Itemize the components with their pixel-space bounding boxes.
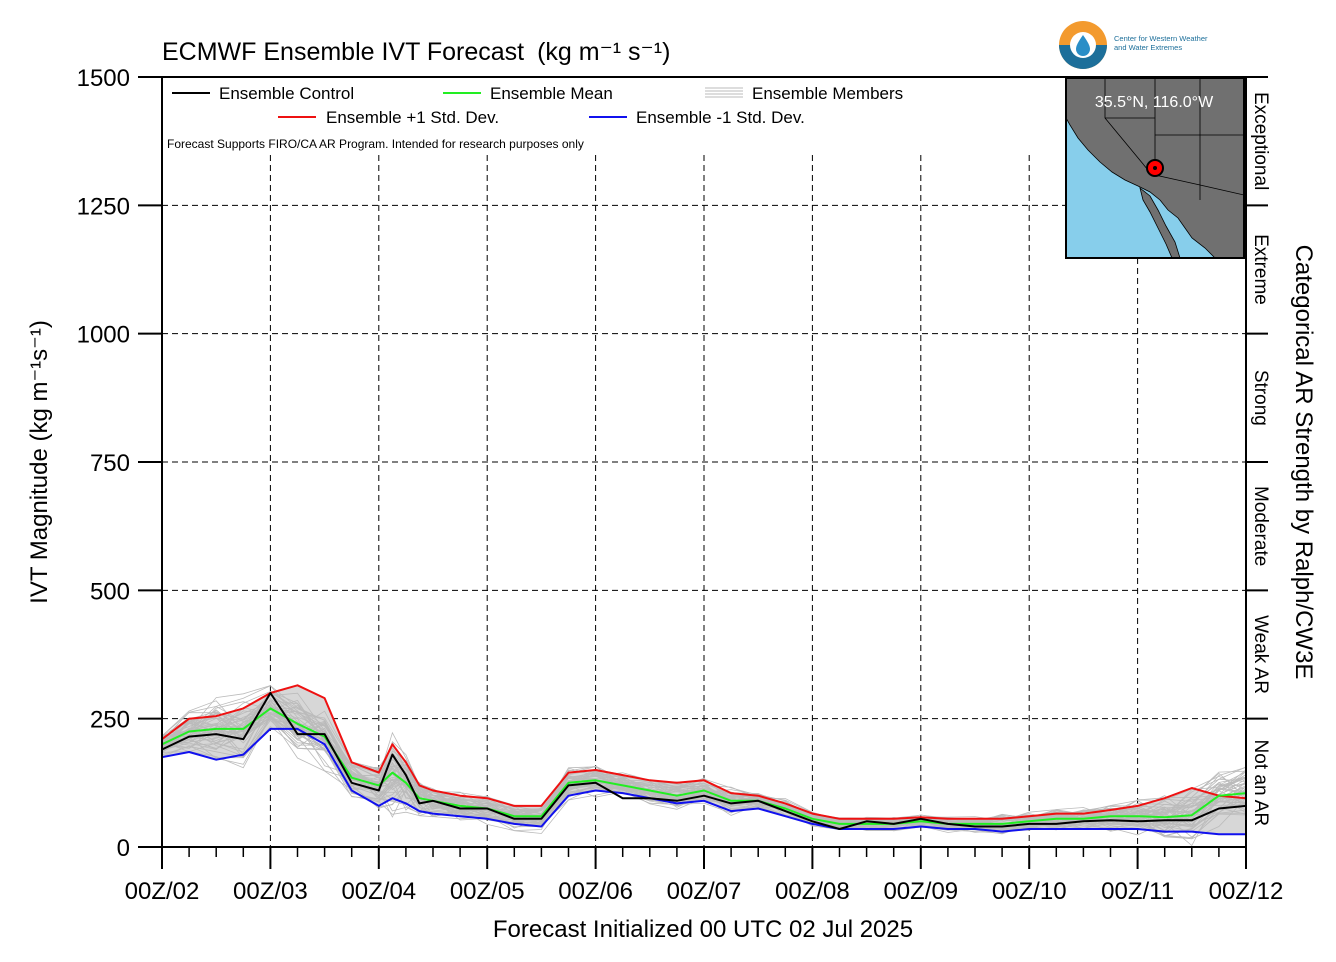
x-tick-label: 00Z/04 bbox=[341, 878, 416, 905]
series-lines bbox=[161, 684, 1247, 836]
x-axis-label: Forecast Initialized 00 UTC 02 Jul 2025 bbox=[493, 916, 913, 943]
y-tick-label: 1250 bbox=[77, 193, 130, 220]
map-baja bbox=[1139, 186, 1181, 258]
logo-text: Center for Western Weather and Water Ext… bbox=[1114, 34, 1210, 52]
x-tick-label: 00Z/03 bbox=[233, 878, 308, 905]
legend-swatch-members bbox=[705, 87, 743, 98]
series-line-minus bbox=[161, 727, 1246, 836]
y-axis-label: IVT Magnitude (kg m⁻¹s⁻¹) bbox=[26, 320, 53, 604]
x-tick-label: 00Z/05 bbox=[450, 878, 525, 905]
x-tick-label: 00Z/08 bbox=[775, 878, 850, 905]
series-line-plus bbox=[161, 684, 1247, 820]
legend-control-label: Ensemble Control bbox=[219, 84, 354, 103]
ensemble-member-line bbox=[161, 691, 1247, 827]
research-note: Forecast Supports FIRO/CA AR Program. In… bbox=[167, 137, 584, 151]
map-frame bbox=[1065, 77, 1245, 259]
category-label: Exceptional bbox=[1250, 92, 1271, 190]
map-borders bbox=[1104, 78, 1244, 200]
legend-plus-label: Ensemble +1 Std. Dev. bbox=[326, 108, 499, 127]
ensemble-member-line bbox=[161, 692, 1247, 825]
axes: 0 250 500 750 1000 1250 1500 00Z/02 00Z/03 00Z/04… bbox=[77, 65, 1284, 905]
y-tick-label: 1000 bbox=[77, 322, 130, 349]
series-line-control bbox=[161, 692, 1247, 830]
y-tick-label: 500 bbox=[90, 578, 130, 605]
x-tick-label: 00Z/02 bbox=[125, 878, 200, 905]
category-label: Extreme bbox=[1250, 234, 1271, 305]
inset-location-map: 35.5°N, 116.0°W bbox=[1065, 77, 1245, 259]
legend-mean-label: Ensemble Mean bbox=[490, 84, 613, 103]
map-location-label: 35.5°N, 116.0°W bbox=[1095, 94, 1214, 111]
legend-minus-label: Ensemble -1 Std. Dev. bbox=[636, 108, 805, 127]
y-tick-label: 0 bbox=[117, 835, 130, 862]
category-label: Strong bbox=[1250, 370, 1271, 426]
y-tick-label: 250 bbox=[90, 707, 130, 734]
x-tick-label: 00Z/10 bbox=[992, 878, 1067, 905]
ar-categories: Not an AR Weak AR Moderate Strong Extreme Exc… bbox=[1245, 76, 1271, 847]
grid bbox=[162, 155, 1246, 847]
category-label: Not an AR bbox=[1250, 740, 1271, 827]
ensemble-member-line bbox=[161, 707, 1247, 826]
y-tick-label: 1500 bbox=[77, 65, 130, 92]
ensemble-member-line bbox=[161, 716, 1247, 832]
x-tick-label: 00Z/07 bbox=[667, 878, 742, 905]
cw3e-logo: Center for Western Weather and Water Ext… bbox=[1059, 21, 1210, 69]
x-tick-label: 00Z/09 bbox=[883, 878, 958, 905]
location-marker-center bbox=[1153, 166, 1157, 170]
category-label: Moderate bbox=[1250, 486, 1271, 566]
x-tick-label: 00Z/11 bbox=[1101, 878, 1174, 905]
category-label: Weak AR bbox=[1250, 615, 1271, 694]
right-axis-label: Categorical AR Strength by Ralph/CW3E bbox=[1290, 245, 1317, 680]
ensemble-member-line bbox=[161, 705, 1247, 829]
y-tick-label: 750 bbox=[90, 450, 130, 477]
legend-members-label: Ensemble Members bbox=[752, 84, 903, 103]
x-tick-label: 00Z/12 bbox=[1209, 878, 1284, 905]
series-line-mean bbox=[161, 707, 1247, 825]
x-tick-label: 00Z/06 bbox=[558, 878, 633, 905]
legend: Ensemble Control Ensemble Mean Ensemble … bbox=[167, 84, 903, 151]
logo-drop-icon bbox=[1076, 35, 1090, 56]
chart-title: ECMWF Ensemble IVT Forecast (kg m⁻¹ s⁻¹) bbox=[162, 38, 670, 66]
